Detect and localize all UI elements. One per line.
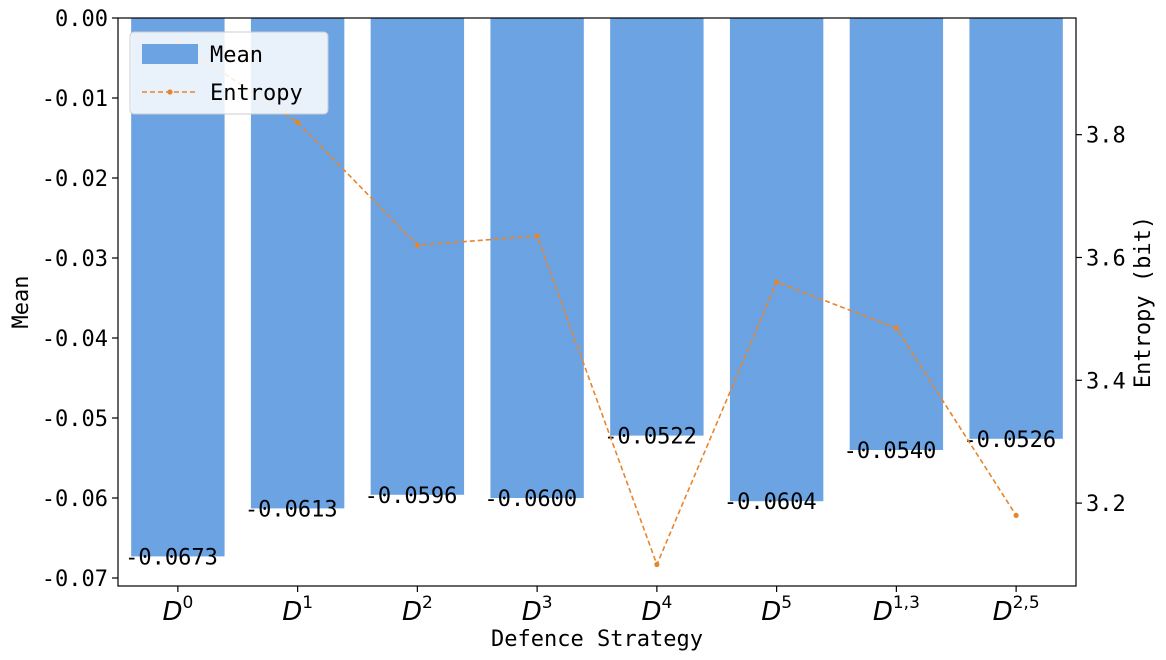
bar-value-label-1: -0.0613 bbox=[245, 497, 338, 522]
plot-frame bbox=[117, 17, 1077, 587]
x-tick-label-7: D2,5 bbox=[993, 593, 1040, 627]
y2-axis-title: Entropy (bit) bbox=[1131, 216, 1156, 388]
bar-2 bbox=[370, 18, 465, 495]
legend: Mean Entropy bbox=[129, 31, 329, 115]
y2-tick-label-1: 3.4 bbox=[1086, 369, 1126, 394]
y-ticks-group: 0.00 -0.01 -0.02 -0.03 -0.04 -0.05 -0.06 -0.07 bbox=[42, 7, 118, 592]
y-tick-label-0: 0.00 bbox=[55, 7, 108, 32]
x-tick-label-2: D2 bbox=[402, 593, 433, 627]
x-tick-label-0: D0 bbox=[162, 593, 193, 627]
entropy-point-7 bbox=[1013, 512, 1019, 518]
x-tick-label-1: D1 bbox=[282, 593, 313, 627]
entropy-point-5 bbox=[774, 279, 780, 285]
entropy-point-3 bbox=[534, 233, 540, 239]
bar-value-label-4: -0.0522 bbox=[604, 425, 697, 450]
x-ticks-group: D0 D1 D2 D3 D4 D5 D1,3 D2,5 bbox=[162, 586, 1040, 627]
bar-labels-group: -0.0673 -0.0613 -0.0596 -0.0600 -0.0522 -0.06… bbox=[125, 425, 1056, 571]
entropy-point-4 bbox=[654, 561, 660, 568]
y2-tick-label-0: 3.2 bbox=[1086, 492, 1126, 517]
bar-value-label-7: -0.0526 bbox=[963, 428, 1056, 453]
bar-5 bbox=[729, 18, 824, 502]
y-tick-label-7: -0.07 bbox=[42, 567, 108, 592]
y-tick-label-2: -0.02 bbox=[42, 167, 108, 192]
x-axis-title: Defence Strategy bbox=[491, 627, 703, 652]
bar-value-label-6: -0.0540 bbox=[844, 439, 937, 464]
legend-label-entropy: Entropy bbox=[210, 81, 303, 106]
y-tick-label-5: -0.05 bbox=[42, 407, 108, 432]
x-tick-label-4: D4 bbox=[641, 593, 672, 627]
bar-4 bbox=[610, 18, 704, 436]
x-tick-label-3: D3 bbox=[522, 593, 553, 627]
entropy-line bbox=[177, 41, 1017, 567]
bar-6 bbox=[849, 18, 944, 450]
y2-ticks-group: 3.2 3.4 3.6 3.8 bbox=[1076, 124, 1126, 517]
legend-marker-entropy bbox=[167, 89, 173, 95]
bar-value-label-2: -0.0596 bbox=[365, 484, 458, 509]
entropy-point-2 bbox=[414, 242, 420, 248]
y-axis-title: Mean bbox=[9, 276, 34, 329]
legend-swatch-mean bbox=[142, 44, 198, 64]
y2-tick-label-2: 3.6 bbox=[1086, 246, 1126, 271]
bar-value-label-0: -0.0673 bbox=[125, 545, 218, 570]
entropy-point-6 bbox=[893, 325, 899, 331]
axes-group bbox=[117, 17, 1077, 587]
y-tick-label-6: -0.06 bbox=[42, 487, 108, 512]
y2-tick-label-3: 3.8 bbox=[1086, 124, 1126, 149]
y-tick-label-1: -0.01 bbox=[42, 87, 108, 112]
legend-label-mean: Mean bbox=[210, 43, 263, 68]
x-tick-label-6: D1,3 bbox=[873, 593, 920, 627]
y-tick-label-4: -0.04 bbox=[42, 327, 108, 352]
bar-value-label-5: -0.0604 bbox=[724, 490, 817, 515]
entropy-point-1 bbox=[295, 119, 301, 125]
x-tick-label-5: D5 bbox=[761, 593, 792, 627]
bars-group bbox=[131, 18, 1063, 557]
y-tick-label-3: -0.03 bbox=[42, 247, 108, 272]
bar-7 bbox=[969, 18, 1063, 439]
bar-3 bbox=[490, 18, 584, 498]
bar-value-label-3: -0.0600 bbox=[484, 487, 577, 512]
